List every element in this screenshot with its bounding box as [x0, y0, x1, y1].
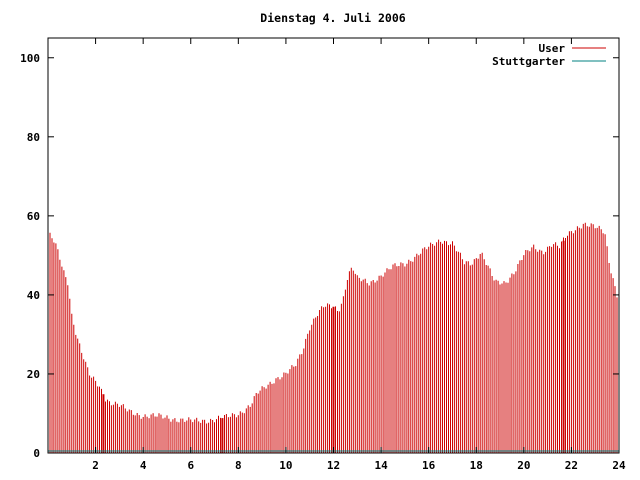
x-tick-label: 8	[235, 459, 242, 472]
y-axis: 0 20 40 60 80 100	[20, 52, 619, 460]
x-axis: 2 4 6 8 10 12 14 16 18 20 22 24	[92, 38, 626, 472]
x-tick-label: 14	[374, 459, 388, 472]
x-tick-label: 18	[470, 459, 483, 472]
y-tick-label: 20	[27, 368, 40, 381]
y-tick-label: 40	[27, 289, 40, 302]
chart-title: Dienstag 4. Juli 2006	[260, 11, 405, 25]
legend-label-stuttgarter: Stuttgarter	[492, 55, 565, 68]
y-tick-label: 0	[33, 447, 40, 460]
x-tick-label: 12	[327, 459, 340, 472]
x-tick-label: 22	[565, 459, 578, 472]
bars-group	[49, 222, 620, 453]
y-tick-label: 100	[20, 52, 40, 65]
x-tick-label: 16	[422, 459, 436, 472]
legend: User Stuttgarter	[492, 42, 606, 68]
x-tick-label: 4	[140, 459, 147, 472]
y-tick-label: 80	[27, 131, 40, 144]
x-tick-label: 24	[612, 459, 626, 472]
y-tick-label: 60	[27, 210, 40, 223]
legend-label-user: User	[539, 42, 566, 55]
x-tick-label: 10	[279, 459, 292, 472]
x-tick-label: 6	[187, 459, 194, 472]
x-tick-label: 2	[92, 459, 99, 472]
x-tick-label: 20	[517, 459, 530, 472]
